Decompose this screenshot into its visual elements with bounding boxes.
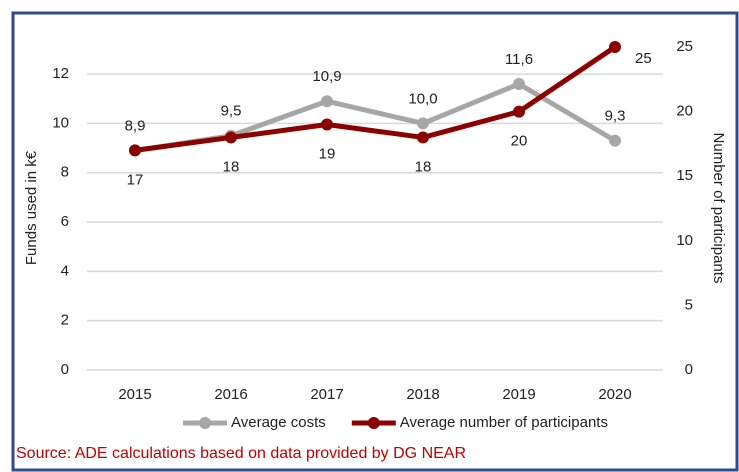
legend-label: Average costs (231, 414, 326, 431)
data-point (417, 131, 429, 144)
data-point (417, 117, 429, 130)
x-tick-label: 2017 (310, 386, 343, 403)
data-point (129, 144, 141, 157)
data-label: 9,5 (221, 103, 242, 120)
y-tick-label: 2 (61, 312, 69, 329)
data-point (321, 118, 333, 131)
x-tick-label: 2015 (118, 386, 151, 403)
source-note: Source: ADE calculations based on data p… (16, 445, 466, 462)
y2-tick-label: 25 (676, 38, 693, 55)
data-point (609, 41, 621, 53)
y-tick-label: 0 (61, 361, 69, 378)
data-label: 8,9 (125, 118, 146, 135)
data-point (609, 134, 621, 147)
y2-tick-label: 5 (685, 296, 693, 313)
data-point (321, 95, 333, 108)
data-label: 25 (635, 50, 652, 67)
y-tick-label: 4 (61, 262, 69, 279)
frame (11, 11, 739, 472)
data-label: 10,9 (312, 68, 341, 85)
data-label: 17 (127, 171, 144, 188)
y2-tick-label: 0 (685, 361, 693, 378)
x-tick-label: 2020 (598, 386, 631, 403)
data-label: 18 (415, 158, 432, 175)
y2-tick-label: 10 (676, 232, 693, 249)
data-label: 9,3 (605, 108, 626, 125)
y-axis-label: Funds used in k€ (23, 150, 40, 265)
data-label: 19 (319, 145, 336, 162)
data-label: 11,6 (505, 51, 533, 68)
y2-axis-label: Number of participants (710, 133, 727, 284)
data-point (225, 131, 237, 144)
x-tick-label: 2016 (214, 386, 247, 403)
legend-marker (199, 417, 211, 429)
data-label: 18 (223, 158, 240, 175)
legend-label: Average number of participants (400, 414, 608, 431)
y2-tick-label: 20 (676, 103, 693, 120)
x-tick-label: 2019 (502, 386, 535, 403)
y-tick-label: 10 (52, 114, 69, 131)
legend-marker (367, 417, 380, 429)
y-tick-label: 12 (52, 65, 69, 82)
data-point (513, 105, 525, 118)
series-line (134, 44, 617, 153)
x-tick-label: 2018 (406, 386, 439, 403)
data-point (513, 77, 525, 90)
y-tick-label: 6 (61, 213, 69, 230)
y-tick-label: 8 (61, 164, 69, 181)
y2-tick-label: 15 (676, 167, 693, 184)
data-label: 20 (511, 133, 528, 150)
data-label: 10,0 (408, 90, 437, 107)
